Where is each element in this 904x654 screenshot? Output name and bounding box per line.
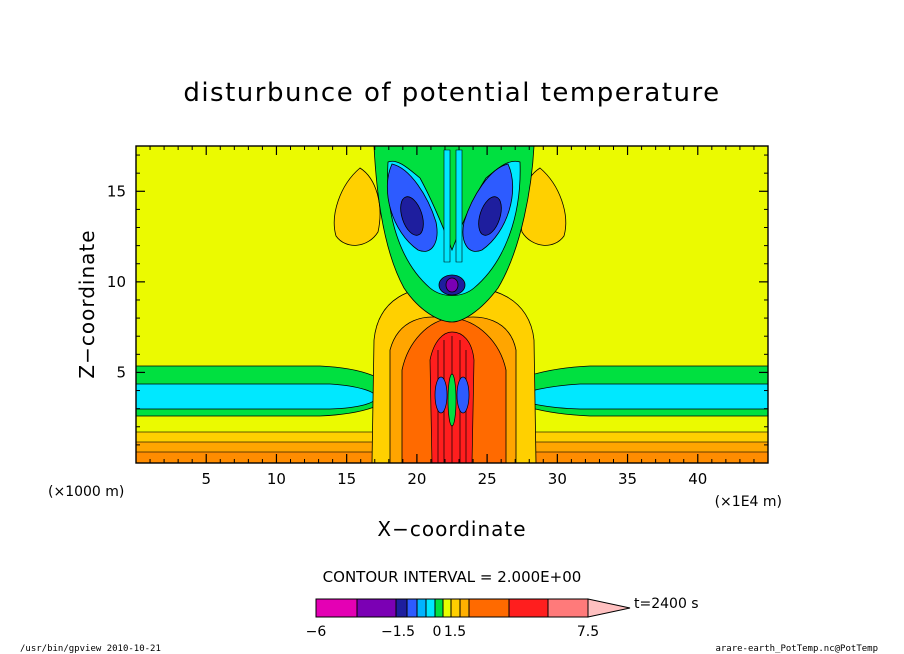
colorbar-tick-labels: −6 −1.5 0 1.5 7.5 bbox=[306, 624, 599, 640]
right-wave-cyan bbox=[519, 383, 768, 410]
colorbar-segment bbox=[468, 598, 510, 618]
colorbar-label: 0 bbox=[433, 624, 442, 640]
y-tick-label: 5 bbox=[116, 363, 126, 381]
colorbar-label: −1.5 bbox=[381, 624, 415, 640]
x-axis-ticks bbox=[149, 146, 755, 463]
lower-left-blue-cell bbox=[434, 376, 448, 414]
colorbar-segment bbox=[508, 598, 549, 618]
colorbar-segment bbox=[450, 598, 461, 618]
colorbar-segment bbox=[425, 598, 436, 618]
y-axis-ticks bbox=[136, 154, 768, 446]
colorbar-segment bbox=[356, 598, 397, 618]
x-tick-label: 25 bbox=[478, 470, 497, 488]
footer-right: arare-earth_PotTemp.nc@PotTemp bbox=[715, 644, 878, 654]
x-tick-label: 30 bbox=[548, 470, 567, 488]
upper-left-gold-lobe bbox=[333, 167, 381, 246]
x-tick-label: 40 bbox=[688, 470, 707, 488]
x-axis-title: X−coordinate bbox=[377, 517, 526, 541]
x-tick-label: 15 bbox=[337, 470, 356, 488]
upper-left-navy-core bbox=[400, 196, 424, 236]
y-tick-label: 10 bbox=[107, 273, 126, 291]
upper-right-navy-core bbox=[478, 196, 502, 236]
footer-left: /usr/bin/gpview 2010-10-21 bbox=[20, 644, 161, 654]
chart-title: disturbunce of potential temperature bbox=[183, 78, 720, 108]
contour-interval-label: CONTOUR INTERVAL = 2.000E+00 bbox=[323, 568, 582, 586]
plot-frame bbox=[135, 145, 769, 464]
lower-center-green-cell bbox=[447, 373, 457, 427]
x-tick-label: 10 bbox=[267, 470, 286, 488]
colorbar-label: −6 bbox=[306, 624, 327, 640]
colorbar-segment bbox=[434, 598, 444, 618]
colorbar-segment bbox=[547, 598, 589, 618]
x-tick-label: 20 bbox=[407, 470, 426, 488]
lower-right-blue-cell bbox=[456, 376, 470, 414]
center-cyan-stripe bbox=[443, 149, 463, 263]
colorbar-segment bbox=[442, 598, 452, 618]
colorbar-label: 1.5 bbox=[444, 624, 466, 640]
mid-purple-core bbox=[445, 277, 459, 293]
colorbar-segment bbox=[315, 598, 358, 618]
colorbar-max-arrow bbox=[587, 598, 631, 618]
colorbar-label: 7.5 bbox=[577, 624, 599, 640]
colorbar bbox=[315, 598, 631, 618]
x-tick-label: 35 bbox=[618, 470, 637, 488]
left-wave-cyan bbox=[136, 383, 377, 410]
time-label: t=2400 s bbox=[634, 596, 699, 612]
colorbar-segment bbox=[395, 598, 408, 618]
y-unit-label: (×1000 m) bbox=[48, 484, 124, 500]
x-unit-label: (×1E4 m) bbox=[715, 494, 782, 510]
colorbar-segment bbox=[406, 598, 418, 618]
y-axis-title: Z−coordinate bbox=[75, 229, 99, 378]
x-tick-label: 5 bbox=[201, 470, 211, 488]
colorbar-segment bbox=[459, 598, 470, 618]
x-axis-tick-labels: 5 10 15 20 25 30 35 40 bbox=[201, 470, 707, 488]
y-axis-tick-labels: 5 10 15 bbox=[107, 182, 126, 381]
contour-field bbox=[136, 146, 768, 463]
colorbar-segment bbox=[416, 598, 427, 618]
y-tick-label: 15 bbox=[107, 182, 126, 200]
